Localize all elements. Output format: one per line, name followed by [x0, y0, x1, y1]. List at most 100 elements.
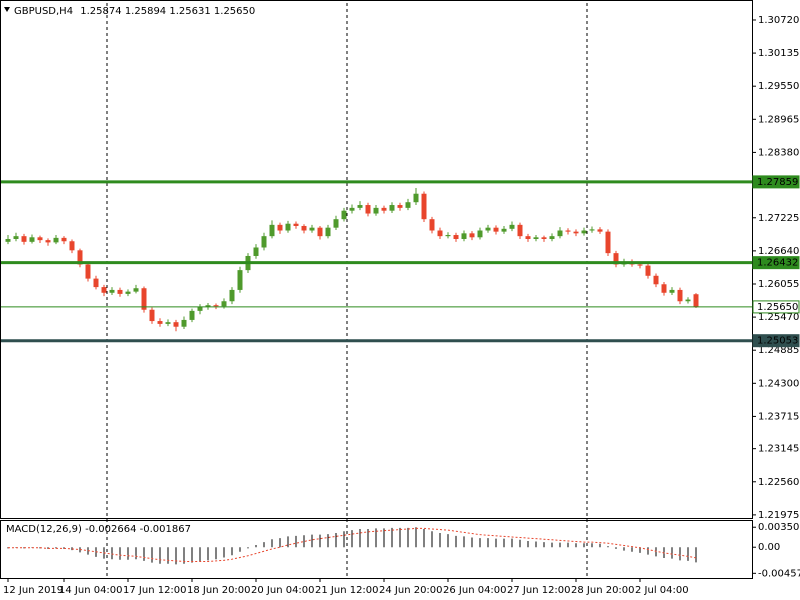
- candle-body: [341, 210, 347, 220]
- candle-body: [125, 291, 131, 294]
- symbol: GBPUSD,H4: [14, 6, 73, 17]
- candle-body: [165, 322, 171, 324]
- level-label-box: [752, 256, 800, 270]
- candle-body: [157, 321, 163, 324]
- candle-body: [85, 264, 91, 279]
- y-tick-label: 1.28380: [758, 147, 799, 158]
- y-tick-label: 1.28965: [758, 114, 799, 125]
- candle-body: [357, 205, 363, 208]
- level-label: 1.27859: [757, 177, 798, 188]
- x-tick-label: 26 Jun 04:00: [443, 585, 507, 596]
- candle-body: [109, 289, 115, 293]
- candle-body: [133, 288, 139, 292]
- y-tick-label: 1.24300: [758, 378, 799, 389]
- candle-body: [429, 219, 435, 231]
- candle-body: [229, 289, 235, 302]
- candle-body: [333, 219, 339, 228]
- y-tick-label: 1.30720: [758, 15, 799, 26]
- candle-body: [381, 207, 387, 211]
- candle-body: [253, 247, 259, 256]
- ohlc-close: 1.25650: [214, 6, 255, 17]
- x-tick-label: 20 Jun 04:00: [251, 585, 315, 596]
- y-tick-label: 1.21975: [758, 510, 799, 521]
- candle-body: [677, 289, 683, 302]
- candle-body: [349, 207, 355, 211]
- macd-signal: [8, 527, 697, 562]
- y-tick-label: 1.23145: [758, 444, 799, 455]
- header: GBPUSD,H4 1.25874 1.25894 1.25631 1.2565…: [14, 6, 255, 17]
- y-tick-label: 1.26640: [758, 246, 799, 257]
- candle-body: [101, 287, 107, 293]
- ohlc-high: 1.25894: [125, 6, 166, 17]
- y-tick-label: 0.00: [758, 542, 780, 553]
- candle-body: [517, 224, 523, 237]
- candle-body: [69, 241, 75, 251]
- candle-body: [509, 224, 515, 229]
- candle-body: [637, 264, 643, 266]
- candle-body: [469, 233, 475, 238]
- candle-body: [117, 289, 123, 294]
- candle-body: [541, 237, 547, 239]
- candle-body: [421, 193, 427, 220]
- ohlc-low: 1.25631: [169, 6, 210, 17]
- candle-body: [285, 223, 291, 231]
- x-tick-label: 21 Jun 12:00: [315, 585, 379, 596]
- candle-body: [597, 229, 603, 232]
- macd-frame: [0, 520, 753, 579]
- candle-body: [557, 230, 563, 237]
- y-tick-label: 1.23715: [758, 411, 799, 422]
- candle-body: [525, 236, 531, 239]
- candle-body: [37, 237, 43, 241]
- macd-header: MACD(12,26,9) -0.002664 -0.001867: [6, 524, 191, 535]
- y-tick-label: -0.004579: [758, 568, 800, 579]
- candle-body: [653, 275, 659, 285]
- candle-body: [389, 205, 395, 211]
- x-tick-label: 18 Jun 20:00: [187, 585, 251, 596]
- candle-body: [669, 289, 675, 293]
- y-tick-label: 1.29550: [758, 81, 799, 92]
- candle-body: [301, 225, 307, 231]
- candle-body: [317, 227, 323, 237]
- candle-body: [405, 202, 411, 208]
- level-label: 1.25650: [757, 302, 798, 313]
- candle-body: [581, 230, 587, 234]
- candle-body: [21, 236, 27, 242]
- candle-body: [173, 322, 179, 327]
- candle-body: [77, 250, 83, 265]
- candle-body: [661, 284, 667, 293]
- candle-body: [213, 305, 219, 307]
- candle-body: [565, 230, 571, 232]
- candle-body: [477, 230, 483, 238]
- candle-body: [373, 207, 379, 214]
- candle-body: [413, 193, 419, 203]
- candle-body: [573, 231, 579, 234]
- level-label: 1.26432: [757, 258, 798, 269]
- candle-body: [181, 319, 187, 327]
- candle-body: [685, 299, 691, 302]
- candle-body: [5, 238, 11, 242]
- candle-body: [29, 237, 35, 242]
- candle-body: [277, 224, 283, 231]
- candle-body: [589, 229, 595, 231]
- candle-body: [205, 305, 211, 307]
- macd-title: MACD(12,26,9): [6, 524, 82, 535]
- y-tick-label: 1.22560: [758, 477, 799, 488]
- menu-arrow: [4, 7, 10, 12]
- candle-body: [397, 205, 403, 208]
- candle-body: [149, 309, 155, 322]
- candle-body: [613, 253, 619, 265]
- y-tick-label: 1.25470: [758, 312, 799, 323]
- candle-body: [269, 224, 275, 237]
- candle-body: [437, 230, 443, 237]
- y-tick-label: 1.27225: [758, 213, 799, 224]
- candle-body: [445, 235, 451, 237]
- candle-body: [309, 227, 315, 231]
- candle-body: [485, 227, 491, 231]
- x-tick-label: 24 Jun 20:00: [379, 585, 443, 596]
- macd-main-value: -0.002664: [85, 524, 136, 535]
- level-label-box: [752, 334, 800, 348]
- candle-body: [605, 231, 611, 254]
- candle-body: [293, 223, 299, 226]
- x-tick-label: 14 Jun 04:00: [59, 585, 123, 596]
